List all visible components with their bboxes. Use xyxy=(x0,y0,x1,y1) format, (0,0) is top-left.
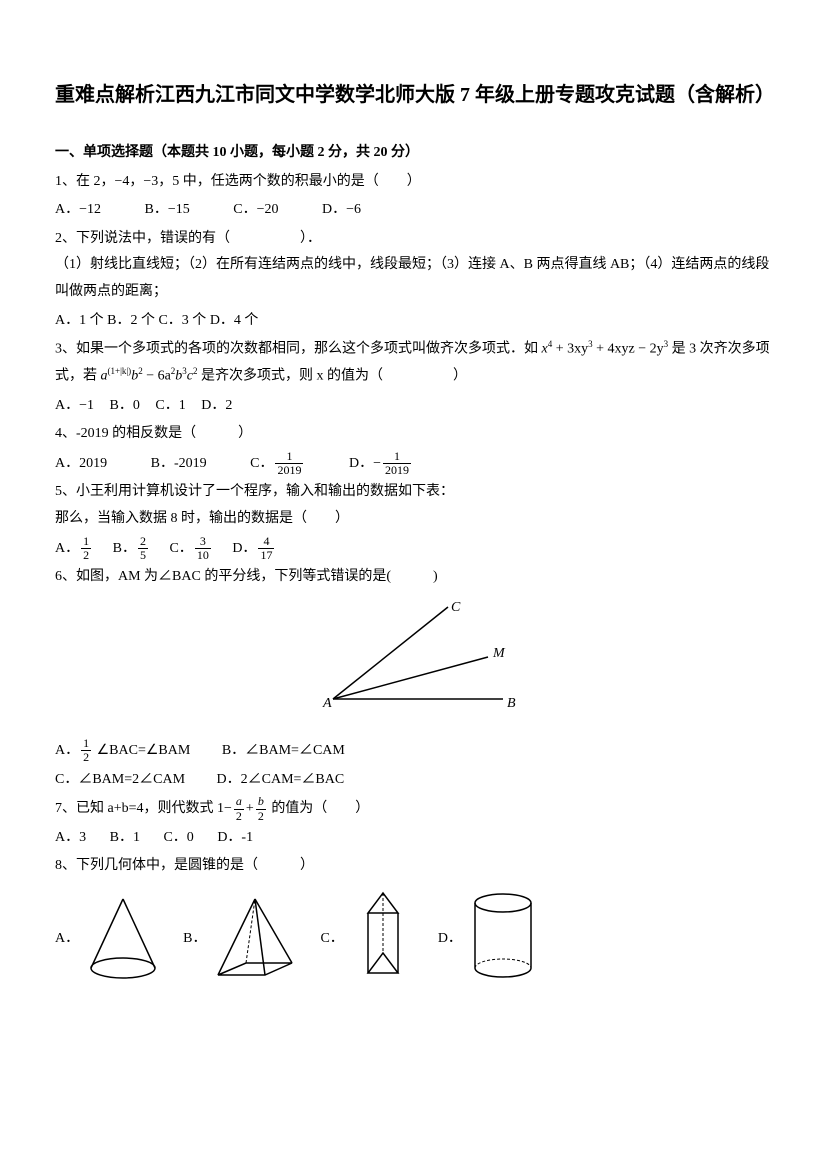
q2-choices: A．1 个 B．2 个 C．3 个 D．4 个 xyxy=(55,308,771,335)
q8-choice-d: D． xyxy=(438,888,541,983)
q3-choice-d: D．2 xyxy=(201,393,232,420)
q5-choice-a: A．12 xyxy=(55,535,93,563)
q6-figure: A B M C xyxy=(55,599,771,730)
cone-icon xyxy=(83,893,163,983)
q8-choice-a: A． xyxy=(55,893,163,983)
q3-choice-a: A．−1 xyxy=(55,393,94,420)
q2-choice-a: A．1 个 xyxy=(55,313,104,328)
q1-choice-a: A．−12 xyxy=(55,197,101,224)
q8-choices: A． B． C． D． xyxy=(55,888,771,983)
svg-text:C: C xyxy=(451,600,461,615)
q1-choice-b: B．−15 xyxy=(145,197,190,224)
svg-text:B: B xyxy=(507,696,516,711)
q6-choice-c: C．∠BAM=2∠CAM xyxy=(55,767,185,794)
q2-detail: （1）射线比直线短；（2）在所有连结两点的线中，线段最短；（3）连接 A、B 两… xyxy=(55,252,771,305)
q3-choice-c: C．1 xyxy=(155,393,185,420)
q3-choices: A．−1 B．0 C．1 D．2 xyxy=(55,393,771,420)
prism-icon xyxy=(348,888,418,983)
page-title: 重难点解析江西九江市同文中学数学北师大版 7 年级上册专题攻克试题（含解析） xyxy=(55,80,771,110)
q1-text: 1、在 2，−4，−3，5 中，任选两个数的积最小的是（ ） xyxy=(55,169,771,196)
svg-text:A: A xyxy=(322,696,332,711)
q2-choice-d: D．4 个 xyxy=(210,313,259,328)
q8-text: 8、下列几何体中，是圆锥的是（ ） xyxy=(55,853,771,880)
q2-choice-b: B．2 个 xyxy=(107,313,155,328)
q5-text: 5、小王利用计算机设计了一个程序，输入和输出的数据如下表： xyxy=(55,479,771,506)
q2-choice-c: C．3 个 xyxy=(158,313,206,328)
q7-choice-d: D．-1 xyxy=(217,825,253,852)
q7-text: 7、已知 a+b=4，则代数式 1−a2+b2 的值为（ ） xyxy=(55,795,771,823)
q3-choice-b: B．0 xyxy=(110,393,140,420)
q6-choice-a: A．12 ∠BAC=∠BAM xyxy=(55,737,190,765)
q8-choice-c: C． xyxy=(320,888,417,983)
q4-choices: A．2019 B．-2019 C．12019 D．−12019 xyxy=(55,450,771,478)
q4-choice-c: C．12019 xyxy=(250,450,305,478)
cylinder-icon xyxy=(466,888,541,983)
q6-choice-d: D．2∠CAM=∠BAC xyxy=(217,767,345,794)
q6-choice-b: B．∠BAM=∠CAM xyxy=(222,738,345,765)
q5-choices: A．12 B．25 C．310 D．417 xyxy=(55,535,771,563)
q5-choice-c: C．310 xyxy=(169,535,212,563)
q4-choice-b: B．-2019 xyxy=(151,451,207,478)
q5-choice-d: D．417 xyxy=(232,535,276,563)
q6-text: 6、如图，AM 为∠BAC 的平分线，下列等式错误的是( ) xyxy=(55,564,771,591)
section-header: 一、单项选择题（本题共 10 小题，每小题 2 分，共 20 分） xyxy=(55,140,771,167)
q6-choices-row1: A．12 ∠BAC=∠BAM B．∠BAM=∠CAM xyxy=(55,737,771,765)
q7-choice-c: C．0 xyxy=(163,825,193,852)
q2-text: 2、下列说法中，错误的有（ ）． xyxy=(55,226,771,253)
q3-text: 3、如果一个多项式的各项的次数都相同，那么这个多项式叫做齐次多项式．如 x4 +… xyxy=(55,336,771,391)
q5-choice-b: B．25 xyxy=(113,535,150,563)
q4-choice-a: A．2019 xyxy=(55,451,107,478)
q7-choice-a: A．3 xyxy=(55,825,86,852)
q7-choices: A．3 B．1 C．0 D．-1 xyxy=(55,825,771,852)
pyramid-icon xyxy=(210,893,300,983)
svg-text:M: M xyxy=(492,646,506,661)
q7-choice-b: B．1 xyxy=(110,825,140,852)
q1-choice-c: C．−20 xyxy=(233,197,278,224)
q6-choices-row2: C．∠BAM=2∠CAM D．2∠CAM=∠BAC xyxy=(55,767,771,794)
q8-choice-b: B． xyxy=(183,893,300,983)
q4-text: 4、-2019 的相反数是（ ） xyxy=(55,421,771,448)
q4-choice-d: D．−12019 xyxy=(349,450,413,478)
q1-choices: A．−12 B．−15 C．−20 D．−6 xyxy=(55,197,771,224)
q1-choice-d: D．−6 xyxy=(322,197,361,224)
q5-text2: 那么，当输入数据 8 时，输出的数据是（ ） xyxy=(55,506,771,533)
